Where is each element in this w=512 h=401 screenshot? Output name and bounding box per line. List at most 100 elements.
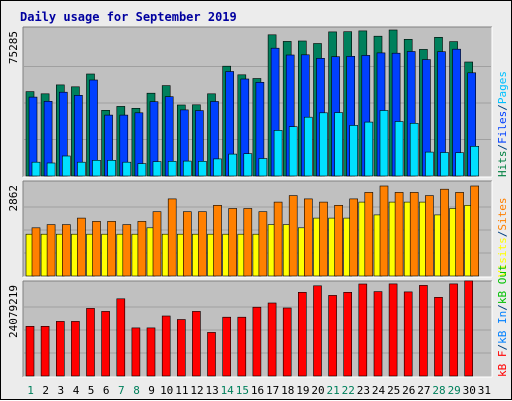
day-label-21: 21 [326, 384, 339, 397]
bar-kb-f-day-28 [434, 296, 443, 377]
bar-sites-day-9 [152, 211, 162, 277]
series-pages [31, 110, 480, 177]
bar-sites-day-15 [243, 208, 253, 277]
bar-pages-day-7 [122, 161, 132, 177]
series-legend-label: kB F/kB In/kB Out [496, 264, 509, 377]
bar-sites-day-14 [228, 208, 237, 277]
bar-sites-day-13 [213, 205, 222, 277]
bar-kb-f-day-8 [131, 327, 141, 377]
bar-pages-day-26 [409, 123, 419, 177]
bar-pages-day-15 [243, 153, 253, 177]
bar-pages-day-18 [288, 126, 298, 177]
bar-pages-day-29 [455, 152, 464, 177]
day-label-11: 11 [175, 384, 188, 397]
bar-sites-day-17 [273, 201, 283, 277]
bar-kb-f-day-29 [449, 283, 458, 377]
bar-sites-day-2 [46, 224, 56, 277]
bar-kb-f-day-24 [373, 291, 383, 377]
bar-kb-f-day-13 [207, 332, 216, 377]
bar-pages-day-10 [167, 161, 177, 177]
bar-pages-day-5 [92, 160, 101, 177]
bar-kb-f-day-27 [419, 285, 428, 377]
chart-title: Daily usage for September 2019 [20, 10, 237, 24]
bar-pages-day-23 [364, 121, 374, 177]
bar-pages-day-20 [319, 112, 328, 177]
bar-sites-day-3 [61, 224, 71, 277]
bar-sites-day-11 [183, 211, 192, 277]
bar-sites-day-6 [107, 221, 116, 277]
bar-pages-day-28 [440, 152, 449, 177]
bar-sites-day-12 [198, 211, 207, 277]
day-label-10: 10 [160, 384, 173, 397]
panel-kbytes: 24079219 kB F/kB In/kB Out [7, 264, 509, 378]
day-label-27: 27 [417, 384, 430, 397]
bar-pages-day-6 [107, 160, 116, 177]
bar-pages-day-16 [258, 158, 268, 177]
bar-pages-day-2 [46, 162, 56, 177]
bar-sites-day-21 [334, 205, 343, 277]
bar-kb-f-day-22 [343, 291, 353, 377]
bar-sites-day-25 [394, 192, 404, 277]
bar-kb-f-day-23 [358, 283, 368, 377]
series-legend-label: Visits/Sites [496, 198, 509, 278]
day-label-16: 16 [251, 384, 264, 397]
day-label-24: 24 [372, 384, 386, 397]
bar-sites-day-7 [122, 224, 132, 277]
day-label-6: 6 [103, 384, 110, 397]
day-label-15: 15 [236, 384, 249, 397]
bar-pages-day-19 [303, 116, 313, 177]
bar-sites-day-19 [303, 198, 313, 277]
day-label-5: 5 [88, 384, 95, 397]
bar-kb-f-day-10 [161, 315, 171, 377]
series-sites [31, 185, 480, 277]
day-label-12: 12 [190, 384, 203, 397]
panel-visits-sites: 2862 Visits/Sites [7, 180, 509, 278]
bar-pages-day-4 [77, 161, 86, 177]
bar-kb-f-day-1 [25, 325, 35, 377]
day-label-9: 9 [148, 384, 155, 397]
bar-kb-f-day-7 [116, 298, 126, 377]
day-label-4: 4 [73, 384, 80, 397]
series-visits [25, 201, 474, 277]
day-label-20: 20 [311, 384, 324, 397]
bar-kb-f-day-20 [313, 285, 322, 377]
bar-pages-day-12 [198, 161, 207, 177]
bar-kb-f-day-4 [71, 321, 80, 377]
day-label-18: 18 [281, 384, 294, 397]
bar-pages-day-9 [152, 161, 162, 177]
bar-kb-f-day-30 [464, 280, 474, 377]
day-label-3: 3 [57, 384, 64, 397]
bar-sites-day-24 [379, 185, 389, 277]
bar-kb-f-day-17 [267, 302, 277, 377]
bar-sites-day-26 [409, 192, 419, 277]
bar-sites-day-5 [92, 221, 101, 277]
day-label-25: 25 [387, 384, 400, 397]
bar-sites-day-10 [167, 198, 177, 277]
day-label-19: 19 [296, 384, 309, 397]
bar-kb-f-day-2 [40, 325, 50, 377]
series-kb-f [25, 280, 474, 377]
day-label-30: 30 [463, 384, 476, 397]
bar-kb-f-day-12 [192, 311, 201, 377]
day-label-1: 1 [27, 384, 34, 397]
bar-pages-day-8 [137, 163, 147, 177]
bar-pages-day-21 [334, 112, 343, 177]
bar-pages-day-22 [349, 125, 359, 177]
bar-kb-f-day-11 [177, 319, 186, 377]
bar-kb-f-day-3 [55, 321, 65, 377]
day-label-26: 26 [402, 384, 415, 397]
y-max-label: 75285 [7, 31, 20, 64]
bar-sites-day-30 [470, 185, 480, 277]
bar-pages-day-13 [213, 158, 222, 177]
bar-pages-day-11 [183, 160, 192, 177]
bar-kb-f-day-6 [101, 311, 110, 377]
bar-sites-day-27 [425, 195, 434, 277]
panel-hits-files-pages: 75285 Hits/Files/Pages [7, 26, 509, 178]
bar-kb-f-day-14 [222, 316, 231, 377]
bar-kb-f-day-21 [328, 295, 337, 377]
bar-sites-day-8 [137, 221, 147, 277]
day-label-17: 17 [266, 384, 279, 397]
bar-sites-day-1 [31, 227, 41, 277]
